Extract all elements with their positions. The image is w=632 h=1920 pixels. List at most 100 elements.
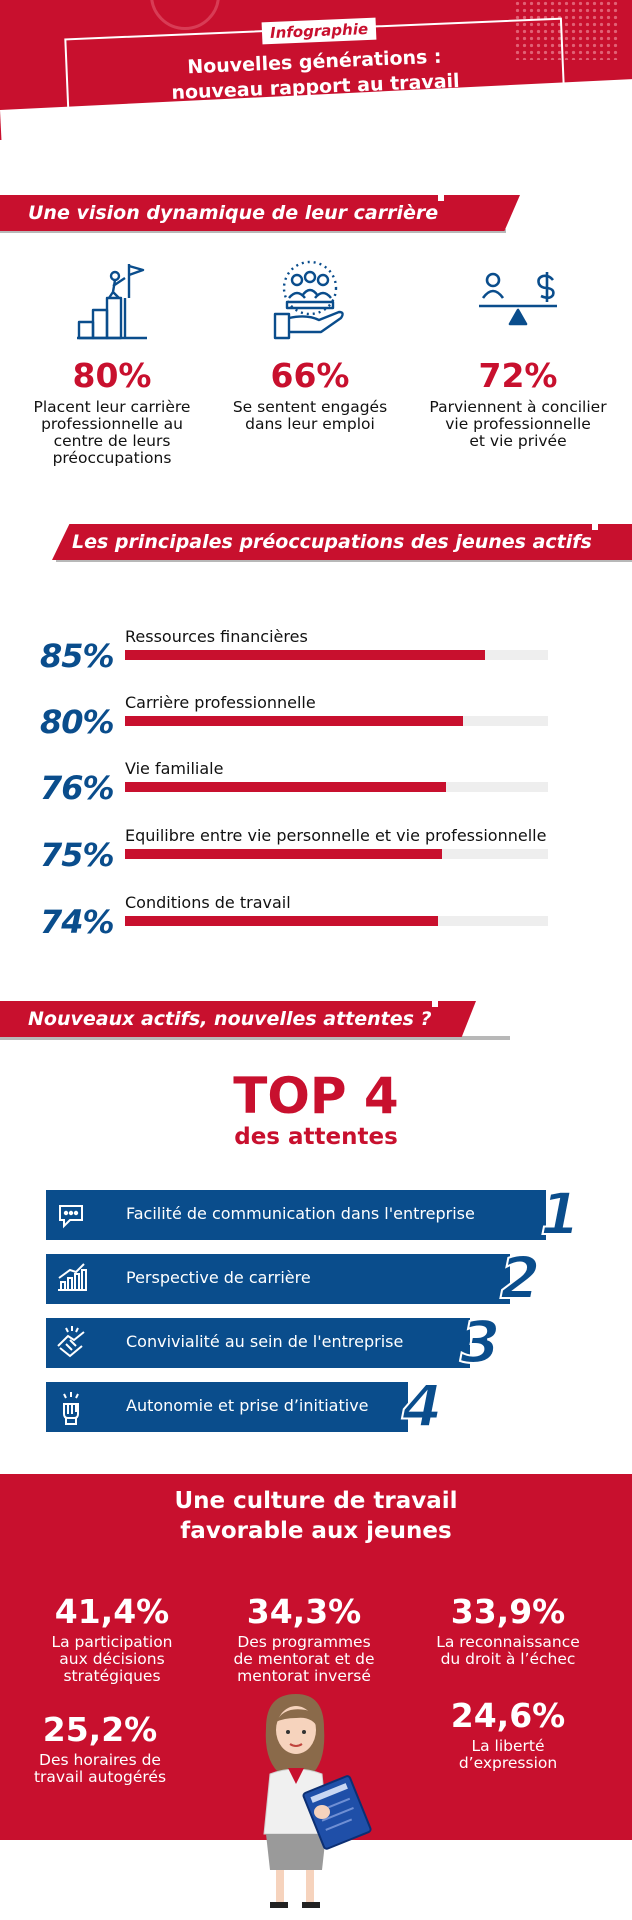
bar-track bbox=[125, 650, 548, 660]
stat-desc-line: dans leur emploi bbox=[245, 415, 375, 433]
bar-percentage: 76% bbox=[40, 769, 115, 807]
bar-track bbox=[125, 849, 548, 859]
culture-stat: 33,9% La reconnaissance du droit à l’éch… bbox=[408, 1592, 608, 1668]
stat-desc-line: stratégiques bbox=[63, 1667, 161, 1685]
culture-stat-percentage: 41,4% bbox=[54, 1592, 170, 1631]
expectation-panel bbox=[46, 1318, 470, 1368]
bar-percentage: 74% bbox=[40, 903, 115, 941]
culture-stat-percentage: 25,2% bbox=[42, 1710, 158, 1749]
stat-desc-line: Des programmes bbox=[237, 1633, 371, 1651]
summit-flag-icon bbox=[77, 264, 147, 340]
bar-row: 74% Conditions de travail bbox=[40, 893, 560, 943]
stat-percentage: 80% bbox=[72, 356, 152, 395]
stat-desc-line: La participation bbox=[51, 1633, 173, 1651]
stat-percentage: 72% bbox=[478, 356, 558, 395]
expectation-item-1: Facilité de communication dans l'entrepr… bbox=[46, 1183, 581, 1245]
stat-percentage: 66% bbox=[270, 356, 350, 395]
stat-desc-line: du droit à l’échec bbox=[440, 1650, 576, 1668]
expectation-label: Autonomie et prise d’initiative bbox=[126, 1396, 369, 1415]
businesswoman-illustration bbox=[263, 1694, 372, 1908]
balance-scale-icon bbox=[479, 272, 557, 326]
culture-stat-description: Des programmes de mentorat et de mentora… bbox=[204, 1634, 404, 1685]
stat-desc-line: Se sentent engagés bbox=[232, 398, 388, 416]
banner-shadow bbox=[0, 229, 506, 233]
stat-desc-line: travail autogérés bbox=[33, 1768, 167, 1786]
stat-desc-line: La reconnaissance bbox=[436, 1633, 580, 1651]
bar-row: 76% Vie familiale bbox=[40, 759, 560, 809]
expectation-label: Facilité de communication dans l'entrepr… bbox=[126, 1204, 475, 1223]
banner-shadow bbox=[56, 558, 632, 562]
bar-label: Equilibre entre vie personnelle et vie p… bbox=[125, 826, 547, 845]
culture-title-line1: Une culture de travail bbox=[174, 1488, 458, 1514]
stat-career-priority: 80% Placent leur carrière professionnell… bbox=[12, 258, 212, 467]
expectation-panel bbox=[46, 1190, 546, 1240]
bar-label: Ressources financières bbox=[125, 627, 308, 646]
expectation-item-3: Convivialité au sein de l'entreprise 3 bbox=[46, 1311, 506, 1373]
culture-stat: 24,6% La liberté d’expression bbox=[408, 1696, 608, 1772]
rank-number: 3 bbox=[459, 1308, 501, 1376]
rank-number: 4 bbox=[401, 1372, 443, 1440]
stat-desc-line: préoccupations bbox=[52, 449, 172, 467]
section-banner-career-vision: Une vision dynamique de leur carrière bbox=[0, 195, 520, 231]
bar-row: 85% Ressources financières bbox=[40, 627, 560, 677]
culture-stat: 25,2% Des horaires de travail autogérés bbox=[0, 1710, 200, 1786]
expectation-item-4: Autonomie et prise d’initiative 4 bbox=[46, 1375, 466, 1437]
section-banner-concerns: Les principales préoccupations des jeune… bbox=[52, 524, 632, 560]
culture-stat-percentage: 34,3% bbox=[246, 1592, 362, 1631]
bar-track bbox=[125, 916, 548, 926]
culture-stat-description: La liberté d’expression bbox=[408, 1738, 608, 1772]
bar-track bbox=[125, 782, 548, 792]
stat-desc-line: Des horaires de bbox=[39, 1751, 161, 1769]
bar-percentage: 80% bbox=[40, 703, 115, 741]
banner-shadow bbox=[0, 1036, 510, 1040]
stat-work-life-balance: 72% Parviennent à concilier vie professi… bbox=[418, 258, 618, 450]
culture-stat-description: Des horaires de travail autogérés bbox=[0, 1752, 200, 1786]
stat-desc-line: mentorat inversé bbox=[237, 1667, 371, 1685]
culture-stat: 34,3% Des programmes de mentorat et de m… bbox=[204, 1592, 404, 1685]
top4-title: TOP 4 bbox=[233, 1067, 399, 1125]
stat-desc-line: Parviennent à concilier bbox=[429, 398, 607, 416]
bar-fill bbox=[125, 716, 464, 726]
engaged-team-icon bbox=[273, 260, 344, 340]
expectation-item-2: Perspective de carrière 2 bbox=[46, 1247, 546, 1309]
stat-desc-line: aux décisions bbox=[59, 1650, 165, 1668]
stat-desc-line: La liberté bbox=[471, 1737, 545, 1755]
bar-percentage: 85% bbox=[40, 637, 115, 675]
bar-fill bbox=[125, 849, 443, 859]
bar-fill bbox=[125, 782, 447, 792]
expectation-label: Perspective de carrière bbox=[126, 1268, 311, 1287]
culture-title: Une culture de travail favorable aux jeu… bbox=[0, 1486, 632, 1546]
handshake-icon bbox=[57, 1326, 85, 1358]
stat-desc-line: centre de leurs bbox=[53, 432, 171, 450]
expectation-label: Convivialité au sein de l'entreprise bbox=[126, 1332, 404, 1351]
stat-desc-line: d’expression bbox=[458, 1754, 558, 1772]
culture-stat-percentage: 33,9% bbox=[450, 1592, 566, 1631]
stat-desc-line: et vie privée bbox=[469, 432, 567, 450]
bar-fill bbox=[125, 916, 439, 926]
stat-description: Placent leur carrière professionnelle au… bbox=[12, 399, 212, 467]
stat-description: Se sentent engagés dans leur emploi bbox=[210, 399, 410, 433]
culture-stat-description: La reconnaissance du droit à l’échec bbox=[408, 1634, 608, 1668]
expectation-panel bbox=[46, 1254, 510, 1304]
stat-engagement: 66% Se sentent engagés dans leur emploi bbox=[210, 258, 410, 433]
stat-desc-line: vie professionnelle bbox=[445, 415, 591, 433]
bar-label: Vie familiale bbox=[125, 759, 224, 778]
section-banner-expectations: Nouveaux actifs, nouvelles attentes ? bbox=[0, 1001, 476, 1037]
bar-row: 75% Equilibre entre vie personnelle et v… bbox=[40, 826, 560, 876]
culture-stat-description: La participation aux décisions stratégiq… bbox=[12, 1634, 212, 1685]
top4-subtitle: des attentes bbox=[234, 1124, 398, 1150]
stat-description: Parviennent à concilier vie professionne… bbox=[418, 399, 618, 450]
stat-desc-line: professionnelle au bbox=[41, 415, 183, 433]
speech-bubble-icon bbox=[59, 1205, 83, 1229]
culture-stat: 41,4% La participation aux décisions str… bbox=[12, 1592, 212, 1685]
raised-fist-icon bbox=[63, 1392, 79, 1425]
stat-desc-line: de mentorat et de bbox=[233, 1650, 375, 1668]
bar-label: Conditions de travail bbox=[125, 893, 291, 912]
rank-number: 1 bbox=[539, 1180, 581, 1248]
bar-percentage: 75% bbox=[40, 836, 115, 874]
growth-chart-icon bbox=[58, 1263, 87, 1291]
bar-label: Carrière professionnelle bbox=[125, 693, 316, 712]
decorative-ring bbox=[150, 0, 220, 30]
culture-stat-percentage: 24,6% bbox=[450, 1696, 566, 1735]
bar-track bbox=[125, 716, 548, 726]
